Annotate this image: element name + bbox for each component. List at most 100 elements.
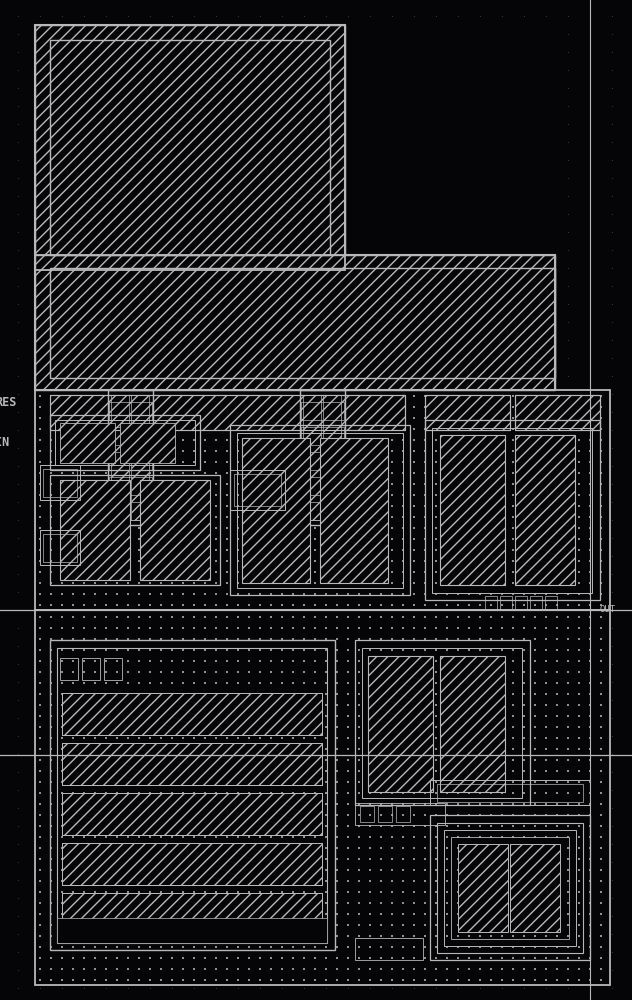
Point: [343, 785, 353, 801]
Point: [134, 917, 144, 933]
Point: [200, 642, 210, 658]
Point: [431, 796, 441, 812]
Point: [57, 873, 67, 889]
Point: [189, 664, 199, 680]
Point: [123, 708, 133, 724]
Point: [398, 961, 408, 977]
Point: [13, 566, 23, 582]
Point: [211, 620, 221, 636]
Point: [409, 741, 419, 757]
Point: [519, 520, 529, 536]
Point: [596, 410, 606, 426]
Point: [299, 939, 309, 955]
Point: [541, 741, 551, 757]
Point: [321, 675, 331, 691]
Point: [541, 564, 551, 580]
Point: [453, 884, 463, 900]
Point: [442, 487, 452, 503]
Point: [486, 620, 496, 636]
Point: [497, 895, 507, 911]
Point: [101, 531, 111, 547]
Point: [178, 498, 188, 514]
Point: [189, 950, 199, 966]
Point: [299, 741, 309, 757]
Point: [541, 675, 551, 691]
Point: [178, 697, 188, 713]
Point: [277, 763, 287, 779]
Point: [123, 564, 133, 580]
Point: [376, 631, 386, 647]
Point: [519, 708, 529, 724]
Point: [376, 972, 386, 988]
Point: [398, 631, 408, 647]
Point: [123, 686, 133, 702]
Point: [585, 961, 595, 977]
Point: [211, 884, 221, 900]
Point: [453, 708, 463, 724]
Point: [497, 564, 507, 580]
Point: [79, 642, 89, 658]
Point: [200, 884, 210, 900]
Point: [35, 950, 45, 966]
Point: [442, 443, 452, 459]
Point: [288, 851, 298, 867]
Point: [541, 509, 551, 525]
Point: [442, 564, 452, 580]
Point: [178, 664, 188, 680]
Point: [486, 719, 496, 735]
Point: [222, 586, 232, 602]
Point: [200, 498, 210, 514]
Bar: [355, 803, 445, 825]
Point: [178, 653, 188, 669]
Point: [376, 818, 386, 834]
Point: [563, 152, 573, 168]
Point: [134, 895, 144, 911]
Point: [255, 697, 265, 713]
Point: [200, 388, 210, 404]
Point: [13, 332, 23, 348]
Point: [354, 818, 364, 834]
Bar: [50, 268, 555, 378]
Point: [332, 884, 342, 900]
Point: [123, 917, 133, 933]
Point: [211, 774, 221, 790]
Point: [90, 961, 100, 977]
Point: [409, 564, 419, 580]
Point: [79, 818, 89, 834]
Point: [123, 980, 133, 996]
Point: [244, 906, 254, 922]
Point: [57, 895, 67, 911]
Bar: [355, 640, 530, 805]
Point: [200, 796, 210, 812]
Point: [167, 851, 177, 867]
Point: [134, 763, 144, 779]
Point: [112, 774, 122, 790]
Point: [167, 509, 177, 525]
Point: [189, 796, 199, 812]
Point: [288, 884, 298, 900]
Point: [409, 708, 419, 724]
Point: [68, 498, 78, 514]
Point: [145, 653, 155, 669]
Point: [354, 631, 364, 647]
Point: [508, 829, 518, 845]
Bar: [355, 938, 423, 960]
Point: [79, 708, 89, 724]
Point: [365, 851, 375, 867]
Point: [321, 741, 331, 757]
Point: [607, 440, 617, 456]
Point: [343, 553, 353, 569]
Point: [156, 686, 166, 702]
Point: [541, 399, 551, 415]
Point: [387, 917, 397, 933]
Point: [585, 829, 595, 845]
Point: [431, 520, 441, 536]
Point: [46, 509, 56, 525]
Point: [68, 509, 78, 525]
Point: [288, 531, 298, 547]
Point: [530, 917, 540, 933]
Point: [299, 785, 309, 801]
Point: [321, 631, 331, 647]
Point: [332, 476, 342, 492]
Point: [222, 928, 232, 944]
